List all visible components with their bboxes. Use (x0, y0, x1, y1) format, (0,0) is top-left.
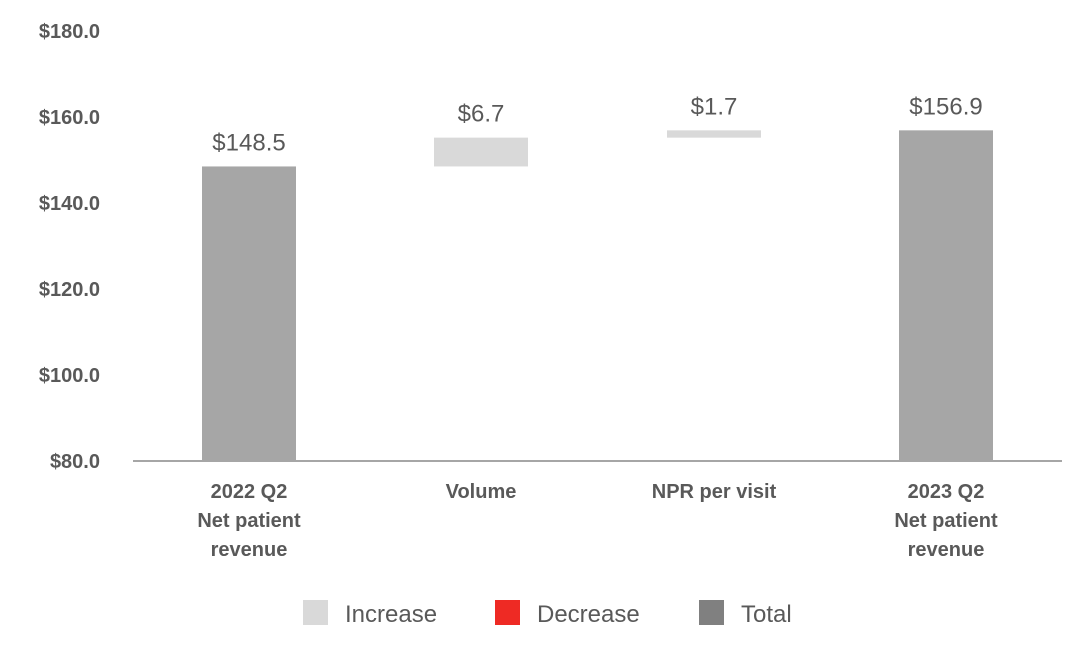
data-label: $6.7 (458, 101, 505, 128)
increase-bar (434, 137, 528, 167)
x-tick-label: revenue (211, 539, 288, 561)
total-bar (202, 166, 296, 461)
x-tick-label: Net patient (894, 510, 998, 532)
increase-bar (667, 130, 761, 138)
x-tick-label: revenue (908, 539, 985, 561)
y-tick-label: $140.0 (39, 193, 100, 215)
y-tick-label: $100.0 (39, 365, 100, 387)
x-tick-label: Volume (446, 481, 517, 503)
legend-label: Increase (345, 601, 437, 628)
x-tick-label: 2023 Q2 (908, 481, 985, 503)
x-tick-label: Net patient (197, 510, 301, 532)
y-tick-label: $80.0 (50, 451, 100, 473)
y-tick-label: $160.0 (39, 107, 100, 129)
data-label: $1.7 (691, 93, 738, 120)
total-bar (899, 130, 993, 461)
legend-label: Total (741, 601, 792, 628)
x-tick-label: NPR per visit (652, 481, 777, 503)
y-tick-label: $120.0 (39, 279, 100, 301)
x-tick-label: 2022 Q2 (211, 481, 288, 503)
data-label: $156.9 (909, 93, 982, 120)
legend-swatch (699, 600, 724, 625)
y-tick-label: $180.0 (39, 21, 100, 43)
data-label: $148.5 (212, 129, 285, 156)
legend-label: Decrease (537, 601, 640, 628)
legend-swatch (495, 600, 520, 625)
legend-swatch (303, 600, 328, 625)
